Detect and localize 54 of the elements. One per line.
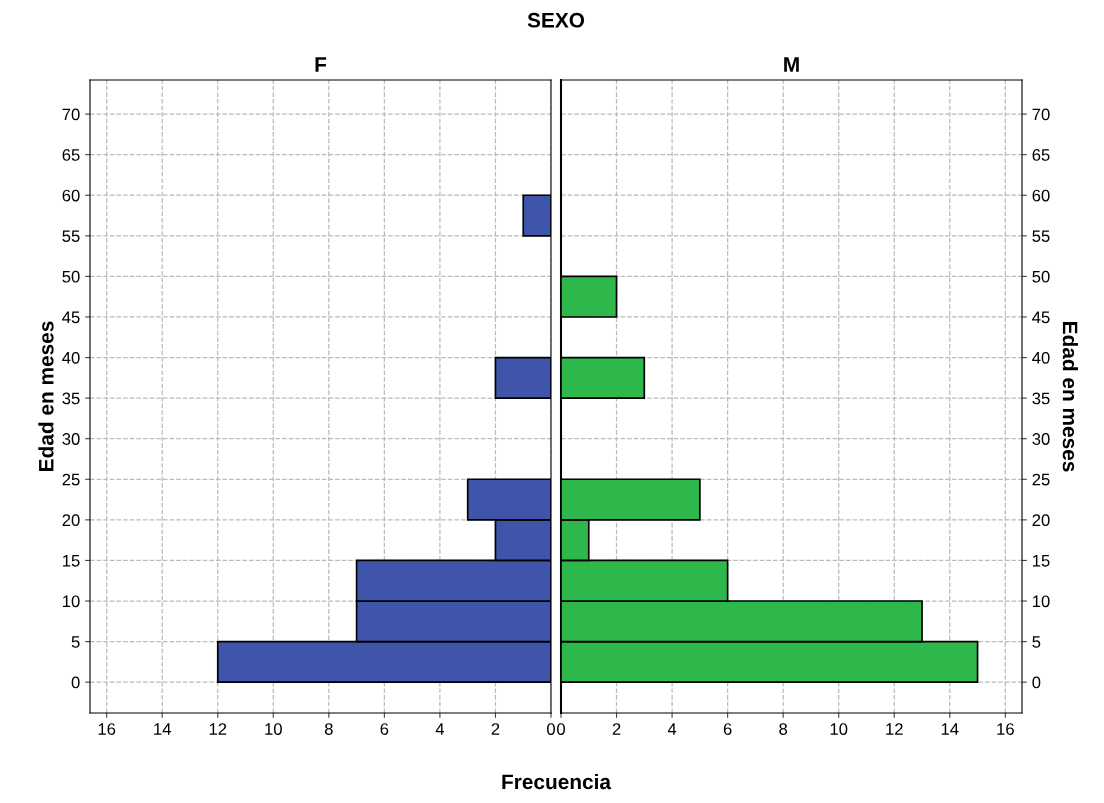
y-tick-label: 60 <box>1032 189 1050 202</box>
x-tick-label: 0 <box>557 723 565 735</box>
x-tick-label: 10 <box>265 723 282 735</box>
y-tick-label: 20 <box>1032 514 1050 527</box>
x-tick-label: 12 <box>209 723 227 735</box>
y-tick-label: 0 <box>1032 676 1041 689</box>
y-tick-label: 15 <box>1032 555 1050 567</box>
y-tick-label: 0 <box>71 676 80 689</box>
y-tick-label: 10 <box>1032 595 1050 608</box>
y-tick-label: 70 <box>62 108 80 121</box>
y-tick-label: 30 <box>1032 433 1050 445</box>
x-tick-label: 10 <box>830 723 848 735</box>
x-tick-label: 8 <box>324 723 333 735</box>
x-tick-label: 4 <box>667 723 677 735</box>
y-tick-label: 30 <box>62 433 80 445</box>
y-tick-label: 25 <box>1032 473 1050 486</box>
x-tick-label: 16 <box>98 723 116 735</box>
y-tick-label: 35 <box>1032 392 1050 405</box>
x-tick-label: 12 <box>886 723 903 735</box>
x-tick-label: 0 <box>547 723 555 735</box>
text: SEXO <box>527 12 585 28</box>
x-tick-label: 4 <box>435 723 445 735</box>
y-tick-label: 55 <box>62 230 80 243</box>
y-tick-label: 5 <box>71 636 80 648</box>
x-tick-label: 2 <box>612 723 621 735</box>
x-tick-label: 14 <box>154 723 171 735</box>
y-tick-label: 50 <box>62 270 80 283</box>
y-tick-label: 10 <box>63 595 80 608</box>
y-axis-title: Edad en meses <box>38 321 54 471</box>
x-tick-label: 2 <box>491 723 500 735</box>
y-tick-label: 40 <box>62 351 80 364</box>
chart-title: F <box>315 57 327 72</box>
y-axis-title: Edad en meses <box>1062 322 1079 472</box>
y-tick-label: 20 <box>62 514 80 527</box>
y-tick-label: 65 <box>62 149 80 161</box>
x-tick-label: 6 <box>723 723 732 735</box>
y-tick-label: 60 <box>62 189 80 202</box>
x-tick-label: 6 <box>380 723 389 735</box>
x-tick-label: 16 <box>997 723 1014 735</box>
y-tick-label: 25 <box>62 473 80 486</box>
y-tick-label: 5 <box>1032 636 1041 648</box>
y-tick-label: 35 <box>62 392 80 405</box>
x-tick-label: 14 <box>941 723 959 735</box>
y-tick-label: 50 <box>1032 270 1050 283</box>
y-tick-label: 15 <box>63 555 80 567</box>
y-tick-label: 40 <box>1032 351 1050 364</box>
y-tick-label: 45 <box>62 311 80 324</box>
chart-title: M <box>784 57 799 72</box>
y-tick-label: 65 <box>1032 149 1050 161</box>
y-tick-label: 45 <box>1032 311 1050 324</box>
y-tick-label: 55 <box>1032 230 1050 243</box>
x-axis-title: Frecuencia <box>502 773 612 790</box>
y-tick-label: 70 <box>1032 108 1050 121</box>
x-tick-label: 8 <box>779 723 788 735</box>
